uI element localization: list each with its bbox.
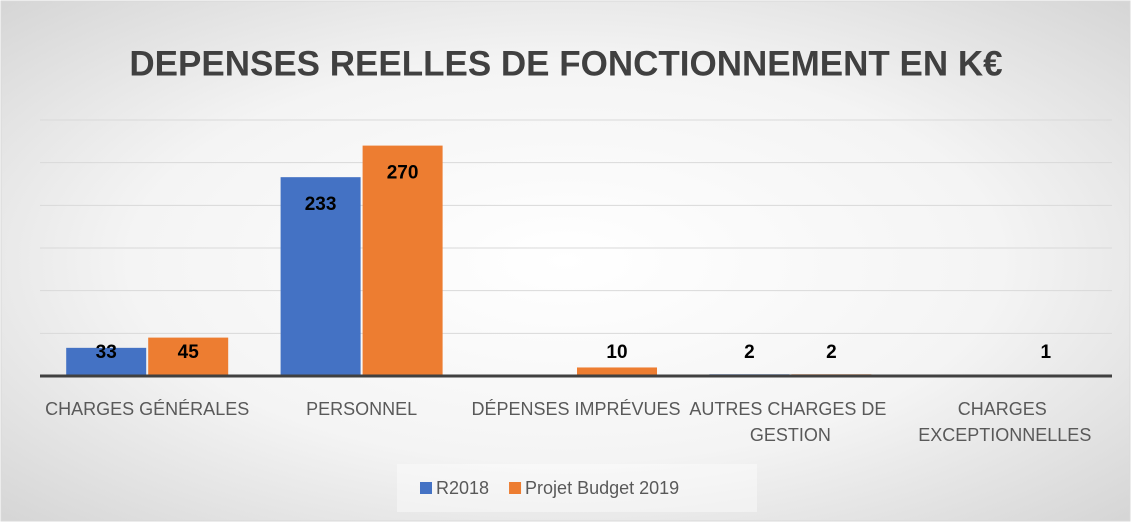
legend-box [397,464,757,512]
x-tick-label: CHARGES GÉNÉRALES [45,399,249,419]
x-tick-label: PERSONNEL [306,399,417,419]
bar [577,367,657,376]
x-tick-label: AUTRES CHARGES DE GESTION [689,399,891,445]
bar [280,177,361,376]
data-label: 10 [606,342,627,363]
x-tick-label: CHARGES EXCEPTIONNELLES [918,399,1091,445]
data-label: 233 [305,194,337,215]
data-label: 2 [826,342,837,363]
x-tick-label: DÉPENSES IMPRÉVUES [471,399,680,419]
bar [66,347,147,376]
data-label: 1 [1041,342,1052,363]
data-label: 2 [744,342,755,363]
data-label: 270 [387,163,419,184]
legend-label: Projet Budget 2019 [525,478,679,498]
chart-title: DEPENSES REELLES DE FONCTIONNEMENT EN K€ [129,44,1002,83]
bar [362,145,443,376]
bar [148,337,229,376]
legend-swatch [509,482,522,494]
data-label: 45 [178,342,200,363]
legend-swatch [420,482,432,494]
legend-label: R2018 [436,478,489,498]
data-label: 33 [96,342,117,363]
